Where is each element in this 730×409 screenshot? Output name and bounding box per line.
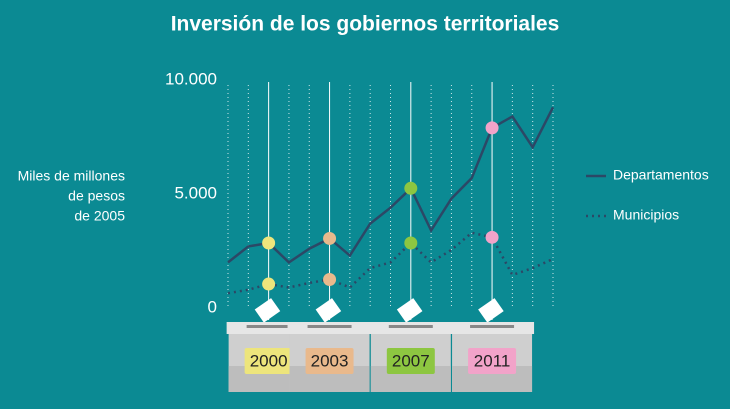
y-tick-label: 5.000 [174,183,217,202]
highlight-marker [404,181,418,195]
year-label-bg [386,348,435,374]
highlight-marker [323,231,337,245]
ballot-box: 2011 [450,298,535,392]
x-tick-label: 2000 [250,351,288,370]
line-series [227,106,555,264]
box-slot [470,325,515,328]
legend-label: Municipios [613,207,679,223]
highlight-marker [485,230,499,244]
highlight-marker [404,236,418,250]
x-tick-label: 2011 [474,351,511,370]
box-slot [246,325,291,328]
year-label-bg [468,348,517,374]
ballot-box: 2007 [368,298,453,392]
y-axis-label: de 2005 [74,208,125,224]
y-axis-label: Miles de millones [18,168,125,184]
year-label-bg [305,348,354,374]
year-label-bg [244,348,293,374]
line-series [227,231,554,295]
y-tick-label: 0 [208,297,217,316]
ballot-paper [396,298,423,323]
y-axis-label: de pesos [68,188,125,204]
highlight-marker [485,121,499,135]
ballot-paper [478,298,504,323]
chart-title: Inversión de los gobiernos territoriales [171,13,560,36]
highlight-marker [323,273,337,286]
box-slot [307,325,352,328]
legend-label: Departamentos [613,167,709,183]
x-tick-label: 2003 [311,351,349,370]
box-slot [388,325,433,328]
x-tick-label: 2007 [392,351,430,370]
ballot-box: 2003 [287,298,372,392]
highlight-marker [262,277,276,291]
y-tick-label: 10.000 [165,69,217,88]
ballot-paper [254,298,281,323]
ballot-paper [315,298,342,323]
highlight-marker [262,236,276,250]
